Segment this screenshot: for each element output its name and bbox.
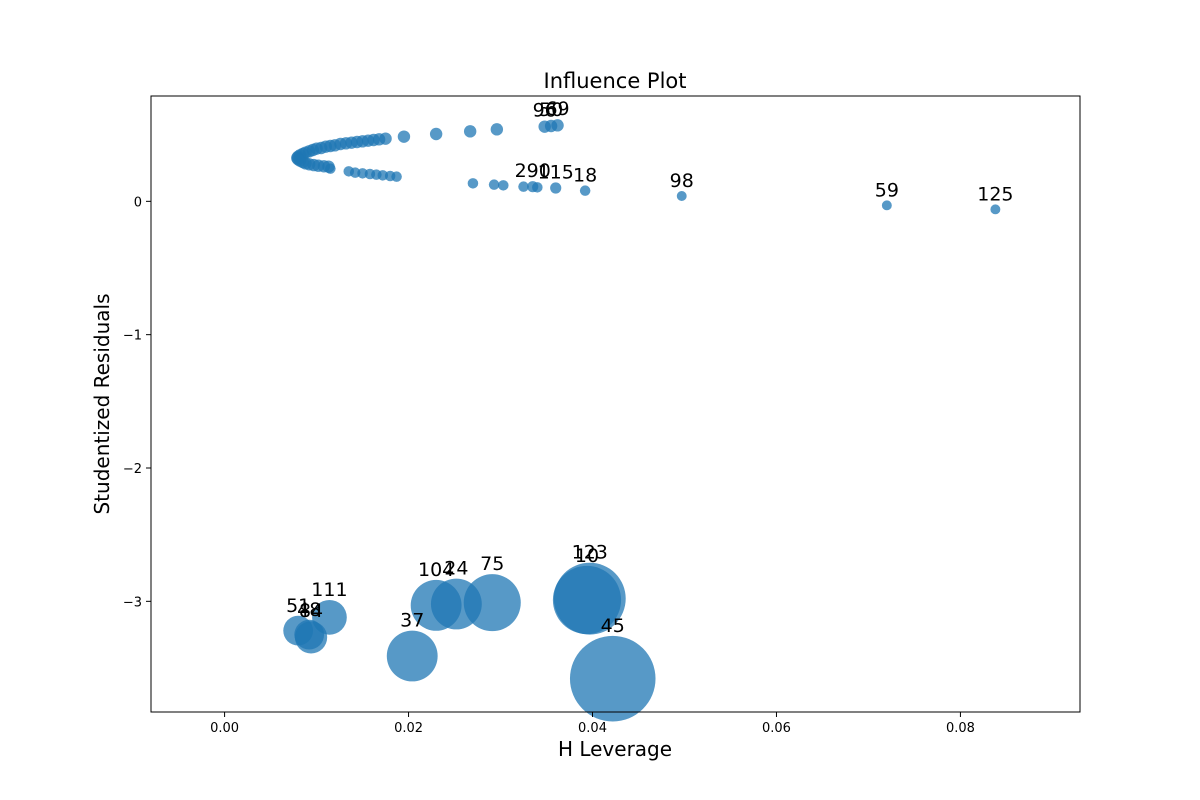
point-label: 123 <box>572 542 608 564</box>
data-point <box>498 180 509 191</box>
point-label: 48 <box>297 599 321 621</box>
point-label: 111 <box>311 579 347 601</box>
point-label: 59 <box>875 179 899 201</box>
point-label: 115 <box>538 161 574 183</box>
y-tick-label: −2 <box>123 462 142 477</box>
data-point-69 <box>551 119 564 132</box>
data-point-123 <box>553 562 626 635</box>
point-label: 75 <box>480 553 504 575</box>
data-point-115 <box>550 182 562 194</box>
data-point <box>490 123 504 136</box>
y-tick-label: 0 <box>134 195 142 210</box>
x-tick-label: 0.04 <box>578 721 607 736</box>
point-label: 24 <box>444 558 468 580</box>
point-label: 96 <box>533 99 557 121</box>
point-label: 104 <box>418 559 454 581</box>
data-point-48 <box>294 619 325 650</box>
y-axis: 0 −1 −2 −3 <box>123 195 151 610</box>
data-point <box>391 171 402 182</box>
point-label: 98 <box>670 170 694 192</box>
point-label: 51 <box>286 595 310 617</box>
y-tick-label: −1 <box>123 329 142 344</box>
point-label: 290 <box>515 160 551 182</box>
plot-area-frame <box>150 95 1081 713</box>
x-axis-title: H Leverage <box>558 737 672 761</box>
y-tick-label: −3 <box>123 595 142 610</box>
x-tick-label: 0.08 <box>946 721 975 736</box>
data-point <box>467 178 479 189</box>
data-point-125 <box>990 204 1001 215</box>
x-tick-label: 0.02 <box>394 721 423 736</box>
x-tick-label: 0.00 <box>210 721 239 736</box>
data-point-45 <box>569 635 656 722</box>
point-label: 37 <box>400 610 424 632</box>
data-point <box>429 127 443 141</box>
data-point-98 <box>676 191 687 201</box>
y-axis-title: Studentized Residuals <box>90 293 114 514</box>
point-label: 18 <box>573 164 597 186</box>
data-point <box>463 125 477 138</box>
data-point-18 <box>579 185 591 196</box>
point-label: 50 <box>539 99 563 121</box>
x-axis: 0.00 0.02 0.04 0.06 0.08 <box>210 712 975 736</box>
data-point-59 <box>881 200 892 211</box>
data-point <box>488 179 500 190</box>
point-label: 45 <box>601 615 625 637</box>
point-label: 10 <box>575 545 599 567</box>
data-point-290 <box>527 181 539 193</box>
point-label: 125 <box>977 183 1013 205</box>
data-point-37 <box>386 630 438 682</box>
data-point <box>325 163 336 174</box>
data-point-75 <box>463 574 521 632</box>
data-point <box>518 181 529 192</box>
point-label: 84 <box>299 600 323 622</box>
x-tick-label: 0.06 <box>762 721 791 736</box>
chart-title: Influence Plot <box>544 69 687 93</box>
point-label: 69 <box>545 98 569 120</box>
data-point <box>397 130 411 143</box>
